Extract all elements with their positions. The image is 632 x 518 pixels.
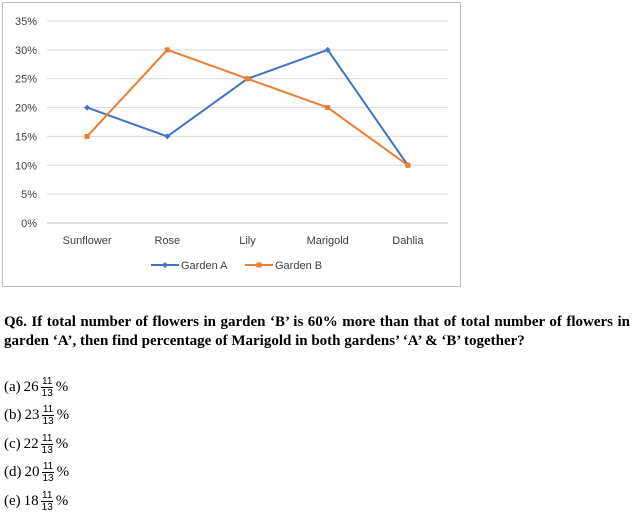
option-a[interactable]: (a) 26 11 13 %	[4, 373, 68, 401]
data-point-marker	[324, 46, 331, 53]
y-tick-label: 20%	[15, 103, 37, 115]
y-tick-label: 0%	[21, 218, 37, 230]
legend-marker	[256, 262, 262, 268]
option-label: (a)	[4, 378, 21, 395]
option-fraction: 11 13	[41, 490, 54, 513]
option-unit: %	[55, 492, 69, 509]
option-label: (c)	[4, 435, 21, 452]
option-label: (d)	[4, 463, 22, 480]
legend-label: Garden B	[275, 260, 322, 272]
x-tick-label: Rose	[154, 235, 180, 247]
x-tick-label: Sunflower	[63, 235, 112, 247]
option-unit: %	[56, 406, 70, 423]
option-unit: %	[56, 463, 70, 480]
fraction-numerator: 11	[41, 460, 55, 473]
option-fraction: 11 13	[41, 433, 54, 456]
data-point-marker	[405, 162, 411, 168]
y-tick-label: 10%	[15, 160, 37, 172]
fraction-numerator: 11	[41, 375, 54, 388]
data-point-marker	[84, 133, 90, 139]
option-whole: 22	[23, 435, 39, 452]
option-fraction: 11 13	[41, 376, 54, 399]
data-point-marker	[245, 76, 250, 82]
question-text: Q6. If total number of flowers in garden…	[4, 314, 630, 349]
y-tick-label: 15%	[15, 131, 37, 143]
option-fraction: 11 13	[41, 460, 55, 484]
fraction-denominator: 13	[41, 444, 53, 456]
data-point-marker	[325, 105, 331, 111]
option-whole: 23	[24, 406, 40, 423]
fraction-denominator: 13	[41, 501, 53, 513]
x-tick-label: Marigold	[307, 235, 349, 247]
option-whole: 20	[24, 463, 40, 480]
option-unit: %	[55, 435, 69, 452]
option-fraction: 11 13	[41, 403, 55, 427]
fraction-numerator: 11	[41, 432, 54, 445]
y-tick-label: 30%	[15, 45, 37, 57]
fraction-denominator: 13	[42, 472, 54, 484]
x-tick-label: Dahlia	[392, 235, 424, 247]
x-tick-label: Lily	[239, 235, 256, 247]
legend-marker	[162, 262, 168, 268]
data-point-marker	[164, 47, 170, 53]
option-whole: 18	[23, 492, 39, 509]
line-chart: 0% 5% 10% 15% 20% 25% 30% 35% Sunflower Rose Lily M…	[15, 16, 448, 272]
data-point-marker	[164, 133, 171, 140]
y-tick-label: 25%	[15, 74, 37, 86]
legend-label: Garden A	[181, 260, 228, 272]
option-d[interactable]: (d) 20 11 13 %	[4, 458, 69, 486]
fraction-denominator: 13	[42, 415, 54, 427]
option-label: (e)	[4, 492, 21, 509]
option-b[interactable]: (b) 23 11 13 %	[4, 401, 69, 429]
fraction-numerator: 11	[41, 403, 55, 416]
data-point-marker	[84, 104, 91, 111]
y-tick-label: 35%	[15, 16, 37, 28]
option-c[interactable]: (c) 22 11 13 %	[4, 430, 68, 458]
y-tick-label: 5%	[21, 189, 37, 201]
option-unit: %	[55, 378, 69, 395]
option-label: (b)	[4, 406, 22, 423]
fraction-numerator: 11	[41, 489, 54, 502]
option-e[interactable]: (e) 18 11 13 %	[4, 487, 68, 515]
fraction-denominator: 13	[41, 387, 53, 399]
option-whole: 26	[23, 378, 39, 395]
chart-container: 0% 5% 10% 15% 20% 25% 30% 35% Sunflower Rose Lily M…	[2, 2, 461, 287]
